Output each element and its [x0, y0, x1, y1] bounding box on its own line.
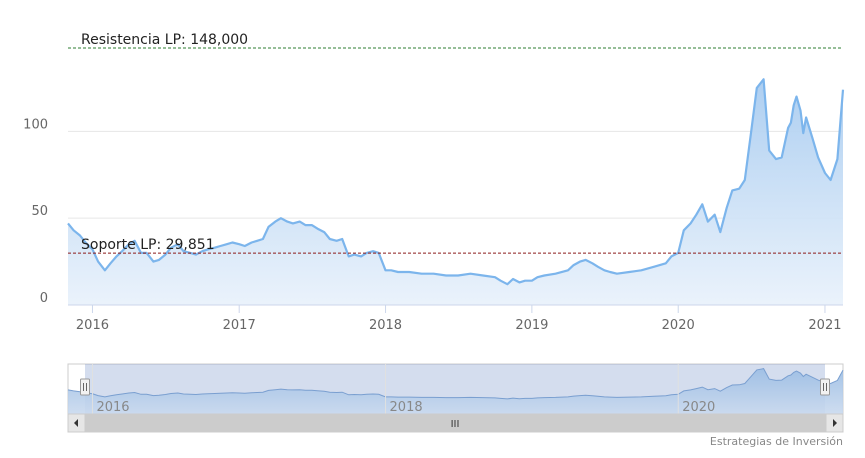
x-tick-label: 2017	[223, 318, 256, 333]
x-tick-label: 2020	[662, 318, 695, 333]
series-area	[67, 78, 845, 305]
navigator[interactable]: 2016 2018 2020	[67, 363, 844, 415]
x-tick-label: 2016	[76, 318, 109, 333]
navigator-series-line	[67, 368, 844, 400]
x-tick-label: 2018	[369, 318, 402, 333]
navigator-x-label: 2016	[96, 400, 129, 415]
plot-lines: Resistencia LP: 148,000 Soporte LP: 29,85…	[68, 32, 843, 254]
x-tick-label: 2021	[808, 318, 841, 333]
navigator-series-area	[68, 368, 843, 414]
resistance-label: Resistencia LP: 148,000	[81, 32, 248, 48]
series-area-fill	[68, 79, 843, 305]
handle-body[interactable]	[80, 378, 90, 396]
support-label: Soporte LP: 29,851	[81, 237, 215, 253]
y-tick-label: 100	[23, 117, 48, 132]
navigator-right-handle[interactable]	[820, 378, 830, 396]
scrollbar[interactable]: III	[67, 413, 844, 433]
arrow-right-icon	[833, 419, 837, 427]
arrow-left-icon	[74, 419, 78, 427]
axes: 0 50 100 2016 2017 2018 2019 2020 2021	[23, 117, 843, 333]
navigator-x-label: 2020	[682, 400, 715, 415]
x-tick-label: 2019	[515, 318, 548, 333]
y-tick-label: 50	[31, 204, 48, 219]
handle-body[interactable]	[820, 378, 830, 396]
navigator-x-label: 2018	[390, 400, 423, 415]
series-line	[67, 78, 845, 286]
navigator-left-handle[interactable]	[80, 378, 90, 396]
credits-label[interactable]: Estrategias de Inversión	[709, 435, 843, 448]
scrollbar-grip-icon: III	[451, 419, 460, 430]
y-tick-label: 0	[40, 291, 48, 306]
